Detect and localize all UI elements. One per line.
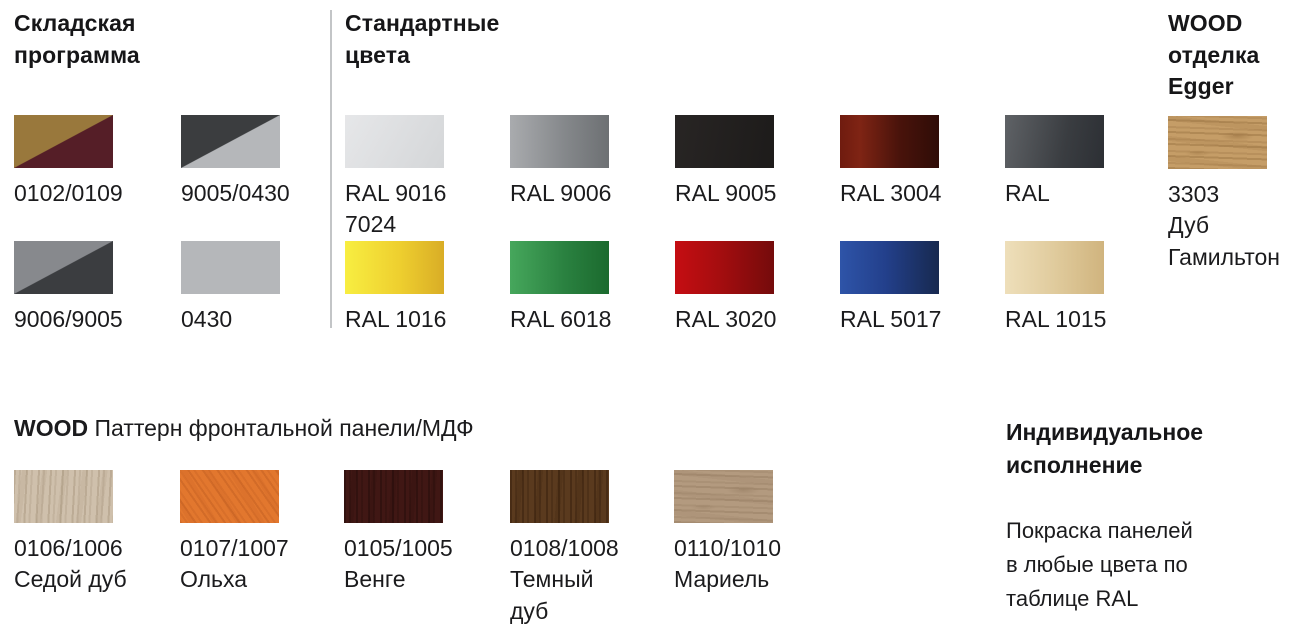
swatch-label: 0105/1005 Венге — [344, 535, 453, 593]
swatch-cell-ral-1016: RAL 1016 — [345, 241, 500, 335]
swatch-cell-ral: RAL — [1005, 115, 1160, 209]
egger-wood-title: WOOD отделка Egger — [1168, 10, 1260, 100]
swatch-cell-0108-1008-dark-oak: 0108/1008 Темный дуб — [510, 470, 665, 627]
swatch-0110-1010-mariel — [674, 470, 773, 523]
swatch-label: 3303 Дуб Гамильтон — [1168, 181, 1280, 270]
swatch-cell-0106-1006-grey-oak: 0106/1006 Седой дуб — [14, 470, 169, 596]
swatch-label: RAL 1015 — [1005, 306, 1107, 332]
swatch-3303-oak-hamilton — [1168, 116, 1267, 169]
swatch-0106-1006-grey-oak — [14, 470, 113, 523]
swatch-label: RAL 9005 — [675, 180, 777, 206]
swatch-cell-0430: 0430 — [181, 241, 336, 335]
swatch-0108-1008-dark-oak — [510, 470, 609, 523]
swatch-cell-0102-0109: 0102/0109 — [14, 115, 169, 209]
swatch-cell-0105-1005-wenge: 0105/1005 Венге — [344, 470, 499, 596]
swatch-label: 9006/9005 — [14, 306, 123, 332]
swatch-0105-1005-wenge — [344, 470, 443, 523]
swatch-0102-0109 — [14, 115, 113, 168]
swatch-ral-9006 — [510, 115, 609, 168]
swatch-label: RAL 6018 — [510, 306, 612, 332]
swatch-0430 — [181, 241, 280, 294]
swatch-label: RAL — [1005, 180, 1050, 206]
swatch-9006-9005 — [14, 241, 113, 294]
swatch-ral-9005 — [675, 115, 774, 168]
swatch-label: 0108/1008 Темный дуб — [510, 535, 619, 624]
swatch-label: 0102/0109 — [14, 180, 123, 206]
swatch-label: 9005/0430 — [181, 180, 290, 206]
swatch-label: 0430 — [181, 306, 233, 332]
swatch-0107-1007-alder — [180, 470, 279, 523]
swatch-label: 0107/1007 Ольха — [180, 535, 289, 593]
custom-finish-body: Покраска панелей в любые цвета по таблиц… — [1006, 518, 1193, 612]
swatch-ral-3004 — [840, 115, 939, 168]
swatch-ral-5017 — [840, 241, 939, 294]
swatch-cell-9005-0430: 9005/0430 — [181, 115, 336, 209]
swatch-label: 0110/1010 Мариель — [674, 535, 782, 593]
swatch-ral-1016 — [345, 241, 444, 294]
swatch-cell-ral-3004: RAL 3004 — [840, 115, 995, 209]
swatch-label: RAL 5017 — [840, 306, 942, 332]
swatch-label: RAL 9006 — [510, 180, 612, 206]
swatch-ral — [1005, 115, 1104, 168]
swatch-cell-ral-9016-7024: RAL 9016 7024 — [345, 115, 500, 241]
swatch-label: RAL 9016 7024 — [345, 180, 447, 238]
swatch-cell-ral-5017: RAL 5017 — [840, 241, 995, 335]
swatch-label: RAL 3020 — [675, 306, 777, 332]
swatch-cell-0110-1010-mariel: 0110/1010 Мариель — [674, 470, 829, 596]
custom-finish-title: Индивидуальное исполнение — [1006, 419, 1204, 479]
swatch-cell-9006-9005: 9006/9005 — [14, 241, 169, 335]
wood-mdf-title-bold: WOOD — [14, 415, 89, 441]
swatch-cell-ral-9006: RAL 9006 — [510, 115, 665, 209]
swatch-cell-3303-oak-hamilton: 3303 Дуб Гамильтон — [1168, 116, 1313, 273]
swatch-9005-0430 — [181, 115, 280, 168]
swatch-cell-0107-1007-alder: 0107/1007 Ольха — [180, 470, 335, 596]
swatch-label: RAL 1016 — [345, 306, 447, 332]
swatch-cell-ral-6018: RAL 6018 — [510, 241, 665, 335]
swatch-ral-9016-7024 — [345, 115, 444, 168]
swatch-label: RAL 3004 — [840, 180, 942, 206]
wood-mdf-title-rest: Паттерн фронтальной панели/МДФ — [88, 415, 474, 441]
swatch-ral-3020 — [675, 241, 774, 294]
swatch-label: 0106/1006 Седой дуб — [14, 535, 127, 593]
swatch-cell-ral-1015: RAL 1015 — [1005, 241, 1160, 335]
swatch-ral-6018 — [510, 241, 609, 294]
section-divider — [330, 10, 332, 328]
standard-colors-title: Стандартные цвета — [345, 10, 500, 68]
warehouse-program-title: Складская программа — [14, 10, 140, 68]
wood-mdf-title: WOOD Паттерн фронтальной панели/МДФ — [14, 414, 474, 444]
swatch-cell-ral-9005: RAL 9005 — [675, 115, 830, 209]
swatch-ral-1015 — [1005, 241, 1104, 294]
swatch-cell-ral-3020: RAL 3020 — [675, 241, 830, 335]
